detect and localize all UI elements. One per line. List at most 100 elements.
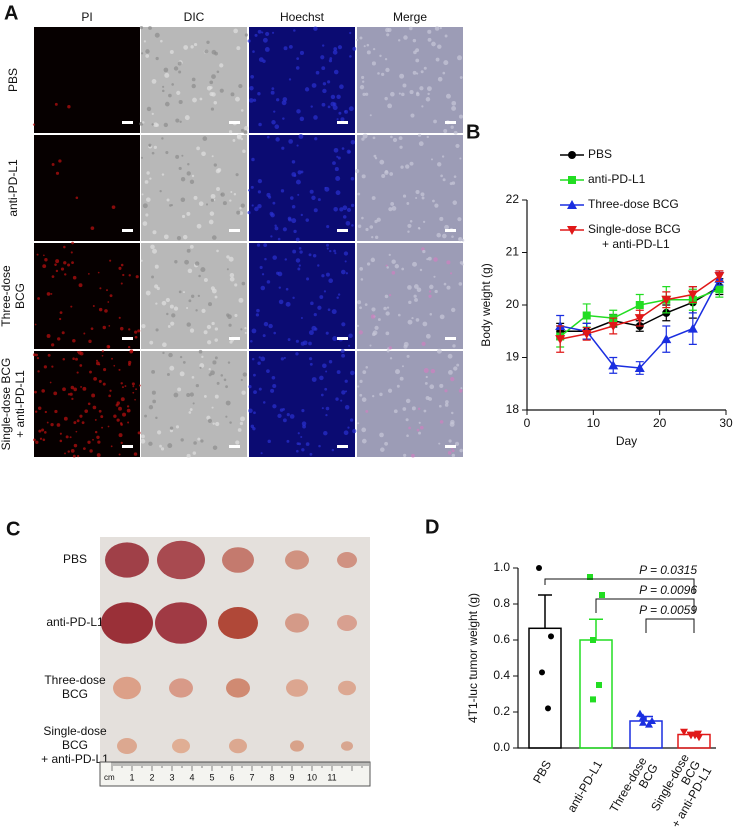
texture xyxy=(173,66,179,71)
texture xyxy=(42,438,46,442)
texture xyxy=(328,59,333,63)
texture xyxy=(46,292,51,296)
row-label-line: + anti-PD-L1 xyxy=(13,370,27,438)
texture xyxy=(244,331,247,335)
tumor xyxy=(113,676,141,700)
texture xyxy=(326,225,330,229)
texture xyxy=(405,398,411,404)
texture xyxy=(349,31,352,35)
texture xyxy=(301,409,305,413)
texture xyxy=(425,333,431,339)
texture xyxy=(210,107,215,111)
panel-letter: D xyxy=(425,516,439,538)
texture xyxy=(410,113,415,118)
texture xyxy=(92,438,94,441)
texture xyxy=(251,357,255,361)
texture xyxy=(154,264,159,269)
texture xyxy=(312,254,317,258)
texture xyxy=(64,452,66,455)
texture xyxy=(235,96,240,102)
y-tick-label: 0.6 xyxy=(493,632,510,646)
texture xyxy=(319,295,324,299)
texture xyxy=(263,243,268,248)
texture xyxy=(215,421,220,427)
texture xyxy=(296,449,299,453)
panel-letter: C xyxy=(6,518,20,540)
texture xyxy=(433,119,437,124)
texture xyxy=(336,296,339,299)
texture xyxy=(272,255,277,260)
texture xyxy=(88,339,92,344)
data-point xyxy=(636,709,644,717)
texture xyxy=(360,278,364,281)
texture xyxy=(456,363,460,367)
texture xyxy=(126,408,131,413)
texture xyxy=(289,414,295,419)
x-tick-label-line: anti-PD-L1 xyxy=(565,758,606,815)
texture xyxy=(291,204,296,209)
panel-letter: B xyxy=(466,121,480,143)
texture xyxy=(43,254,45,257)
texture xyxy=(41,428,45,432)
texture xyxy=(425,375,428,379)
texture xyxy=(441,155,445,158)
texture xyxy=(148,26,152,30)
texture xyxy=(417,407,421,410)
texture xyxy=(202,136,208,141)
texture xyxy=(422,249,426,254)
texture xyxy=(357,300,362,305)
row-label: Three-doseBCG xyxy=(0,265,27,327)
texture xyxy=(151,151,155,155)
texture xyxy=(310,301,314,306)
texture xyxy=(322,363,327,369)
texture xyxy=(169,429,174,433)
texture xyxy=(453,366,458,371)
texture xyxy=(209,91,214,97)
texture xyxy=(244,126,249,131)
texture xyxy=(57,337,61,341)
texture xyxy=(387,388,393,393)
texture xyxy=(300,316,303,320)
texture xyxy=(152,230,157,235)
texture xyxy=(361,427,367,433)
texture xyxy=(398,136,403,141)
texture xyxy=(421,105,424,108)
texture xyxy=(223,378,227,382)
texture xyxy=(237,428,242,432)
row-label: PBS xyxy=(6,68,20,92)
texture xyxy=(177,387,182,392)
texture xyxy=(78,283,83,288)
texture xyxy=(118,453,121,456)
texture xyxy=(344,404,350,410)
texture xyxy=(146,171,150,175)
texture xyxy=(425,97,431,102)
texture xyxy=(232,139,236,142)
texture xyxy=(451,307,456,313)
texture xyxy=(155,328,159,332)
texture xyxy=(437,76,443,82)
texture xyxy=(406,202,410,205)
texture xyxy=(278,299,284,305)
texture xyxy=(256,243,261,247)
texture xyxy=(144,180,149,184)
texture xyxy=(390,91,395,97)
x-tick-label: 10 xyxy=(587,416,601,430)
texture xyxy=(321,407,324,410)
texture xyxy=(120,441,123,445)
texture xyxy=(155,416,158,420)
texture xyxy=(325,272,330,277)
texture xyxy=(186,307,189,310)
texture xyxy=(67,105,71,109)
texture xyxy=(391,259,396,264)
texture xyxy=(422,321,428,327)
texture xyxy=(180,197,186,203)
texture xyxy=(430,158,433,161)
texture xyxy=(299,116,305,122)
texture xyxy=(194,261,200,266)
texture xyxy=(201,355,204,359)
texture xyxy=(327,80,331,84)
texture xyxy=(134,398,136,401)
texture xyxy=(331,448,335,452)
texture xyxy=(444,224,449,230)
